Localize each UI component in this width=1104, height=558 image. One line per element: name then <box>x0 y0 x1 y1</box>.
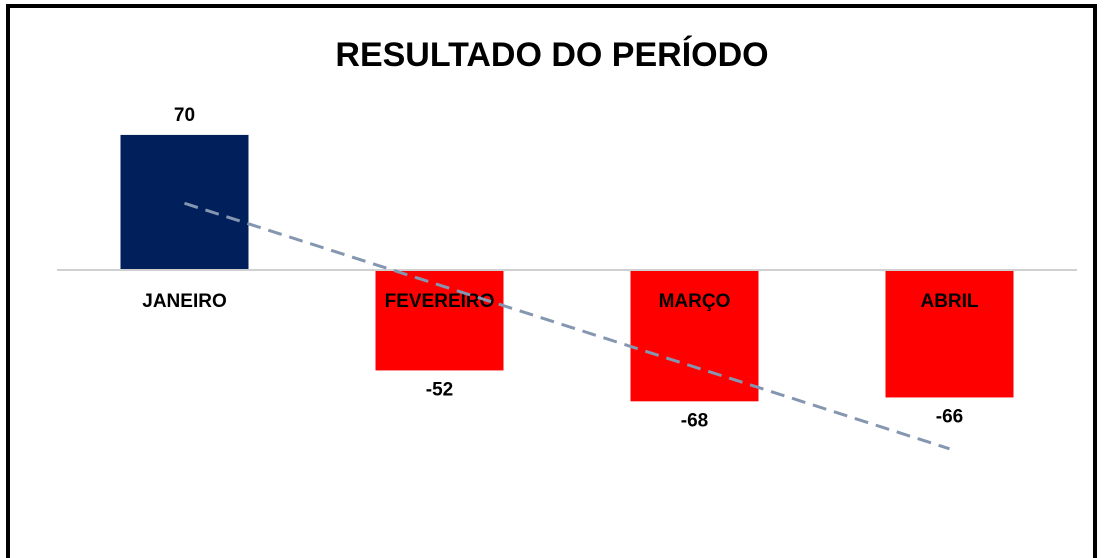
category-label: FEVEREIRO <box>385 291 495 312</box>
bar <box>885 270 1014 398</box>
value-label: -66 <box>936 406 963 427</box>
bar <box>375 270 504 371</box>
category-label: ABRIL <box>920 291 978 312</box>
trendline <box>184 201 950 451</box>
chart-title: RESULTADO DO PERÍODO <box>335 36 768 74</box>
value-label: -68 <box>681 410 708 431</box>
category-label: MARÇO <box>659 291 731 312</box>
value-label: 70 <box>174 105 195 126</box>
bar <box>120 134 249 271</box>
category-label: JANEIRO <box>142 291 226 312</box>
value-label: -52 <box>426 379 453 400</box>
